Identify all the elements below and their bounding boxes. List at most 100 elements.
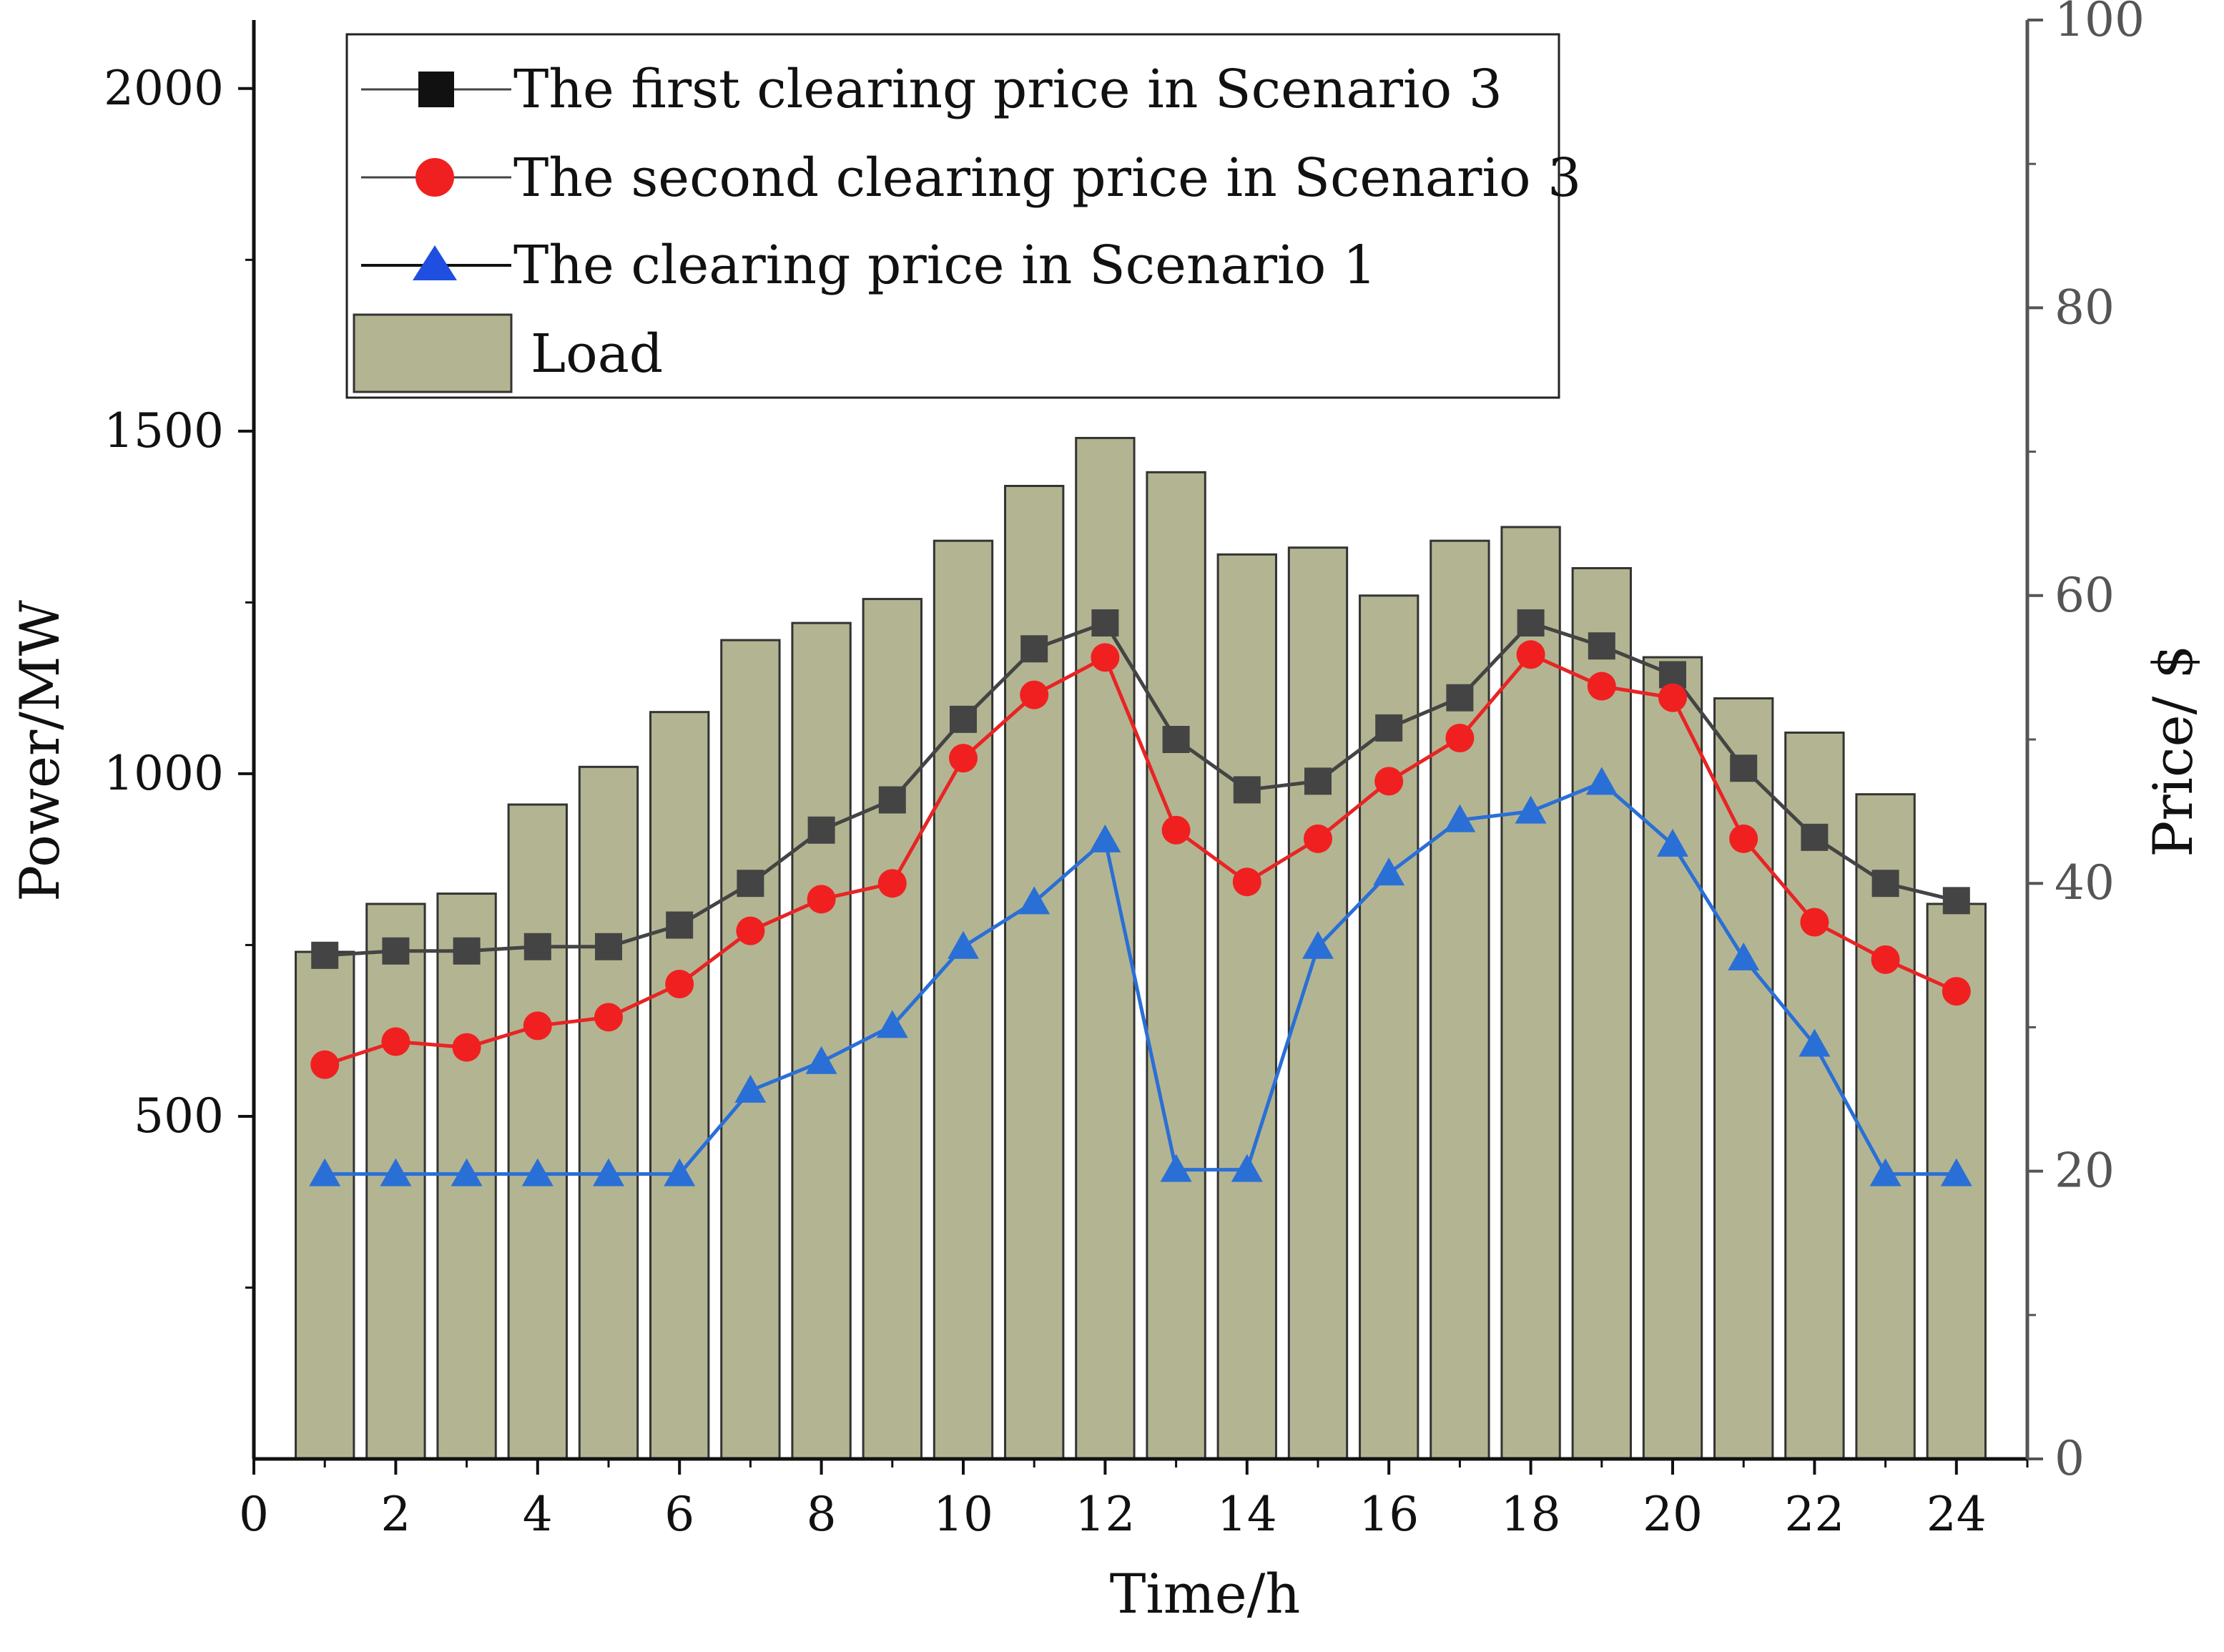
price-point	[1162, 726, 1190, 753]
price-point	[1161, 815, 1191, 845]
price-point	[950, 705, 977, 733]
price-point	[877, 869, 907, 898]
price-point	[523, 933, 551, 960]
price-point	[665, 970, 694, 999]
price-point	[878, 786, 906, 814]
price-point	[1373, 857, 1405, 886]
x-axis-title: Time/h	[1110, 1562, 1301, 1626]
load-bar	[1642, 656, 1703, 1460]
load-bar	[578, 765, 639, 1460]
price-point	[1091, 643, 1120, 672]
price-point	[1801, 823, 1829, 851]
price-point	[382, 937, 410, 965]
ticks: 0 2 4 6 8 10 12 14 16 18 20 22 245001000150020000204…	[104, 0, 2145, 1542]
price-point	[948, 930, 979, 959]
price-point	[807, 816, 835, 844]
load-bars	[295, 436, 1987, 1460]
price-point	[666, 911, 694, 939]
y-left-tick-label: 500	[134, 1088, 224, 1144]
legend-swatch-load	[353, 313, 513, 393]
price-point	[1374, 767, 1404, 796]
load-bar	[1287, 546, 1349, 1460]
y-right-tick-label: 0	[2055, 1431, 2085, 1486]
legend-marker-first-price	[418, 72, 454, 107]
legend: The first clearing price in Scenario 3 T…	[345, 33, 1581, 399]
price-point	[309, 1158, 341, 1186]
legend-marker-scenario1-price	[413, 245, 457, 280]
price-point	[664, 1158, 696, 1186]
load-bar	[1146, 471, 1206, 1460]
price-line	[325, 780, 1957, 1176]
price-point	[1658, 683, 1687, 712]
price-point	[1800, 908, 1829, 937]
price-point	[310, 1050, 340, 1079]
price-point	[1445, 723, 1475, 752]
price-point	[1233, 776, 1261, 804]
x-tick-label: 18	[1501, 1487, 1561, 1542]
load-bar	[507, 803, 568, 1460]
price-point	[451, 1158, 483, 1186]
price-point	[1517, 609, 1545, 637]
price-point	[1730, 754, 1758, 782]
x-tick-label: 16	[1359, 1487, 1419, 1542]
price-point	[1160, 1154, 1192, 1182]
x-tick-label: 12	[1075, 1487, 1135, 1542]
load-bar	[649, 711, 710, 1460]
y-right-tick-label: 40	[2055, 855, 2115, 910]
price-point	[521, 1158, 553, 1186]
load-bar	[1500, 526, 1561, 1460]
price-point	[452, 1033, 481, 1062]
price-point	[1444, 804, 1476, 832]
price-point	[876, 1010, 908, 1038]
price-point	[1728, 942, 1760, 970]
load-bar	[1004, 485, 1065, 1460]
load-bar	[1075, 436, 1136, 1460]
price-point	[949, 744, 978, 773]
price-point	[1231, 1154, 1263, 1182]
price-point	[1942, 977, 1971, 1006]
price-point	[805, 1046, 837, 1074]
price-point	[1232, 867, 1261, 897]
x-tick-label: 24	[1927, 1487, 1987, 1542]
y-axis-left-title: Power/MW	[8, 600, 72, 902]
price-point	[1871, 870, 1899, 898]
price-point	[595, 933, 622, 960]
price-point	[1657, 828, 1688, 857]
price-point	[1304, 824, 1332, 853]
y-left-tick-label: 1000	[104, 746, 224, 801]
price-point	[381, 1027, 410, 1056]
price-point	[1304, 767, 1332, 795]
price-point	[593, 1158, 624, 1186]
price-lines	[309, 609, 1972, 1186]
price-point	[1799, 1028, 1831, 1057]
load-bar	[1713, 697, 1774, 1460]
price-point	[736, 916, 765, 945]
load-bar	[933, 539, 994, 1460]
x-tick-label: 14	[1217, 1487, 1277, 1542]
price-point	[1940, 1158, 1972, 1186]
x-tick-label: 10	[933, 1487, 993, 1542]
y-right-tick-label: 20	[2055, 1144, 2115, 1199]
load-bar	[1855, 793, 1916, 1460]
load-bar	[1784, 731, 1845, 1460]
x-tick-label: 22	[1784, 1487, 1844, 1542]
y-right-tick-label: 80	[2055, 280, 2115, 335]
legend-label-second-price: The second clearing price in Scenario 3	[513, 147, 1581, 209]
price-point	[1446, 684, 1474, 712]
price-point	[1302, 930, 1334, 959]
y-right-tick-label: 60	[2055, 568, 2115, 623]
x-tick-label: 0	[239, 1487, 269, 1542]
load-bar	[1216, 553, 1277, 1460]
legend-label-scenario1-price: The clearing price in Scenario 1	[513, 235, 1377, 296]
price-point	[1585, 767, 1618, 795]
price-point	[1516, 640, 1545, 669]
price-point	[1091, 609, 1119, 637]
x-tick-label: 8	[807, 1487, 837, 1542]
y-left-tick-label: 2000	[104, 61, 224, 116]
load-bar	[295, 950, 355, 1460]
legend-marker-second-price	[415, 158, 454, 197]
price-point	[453, 937, 481, 965]
y-left-tick-label: 1500	[104, 403, 224, 458]
price-point	[1020, 635, 1048, 663]
price-point	[311, 941, 339, 969]
